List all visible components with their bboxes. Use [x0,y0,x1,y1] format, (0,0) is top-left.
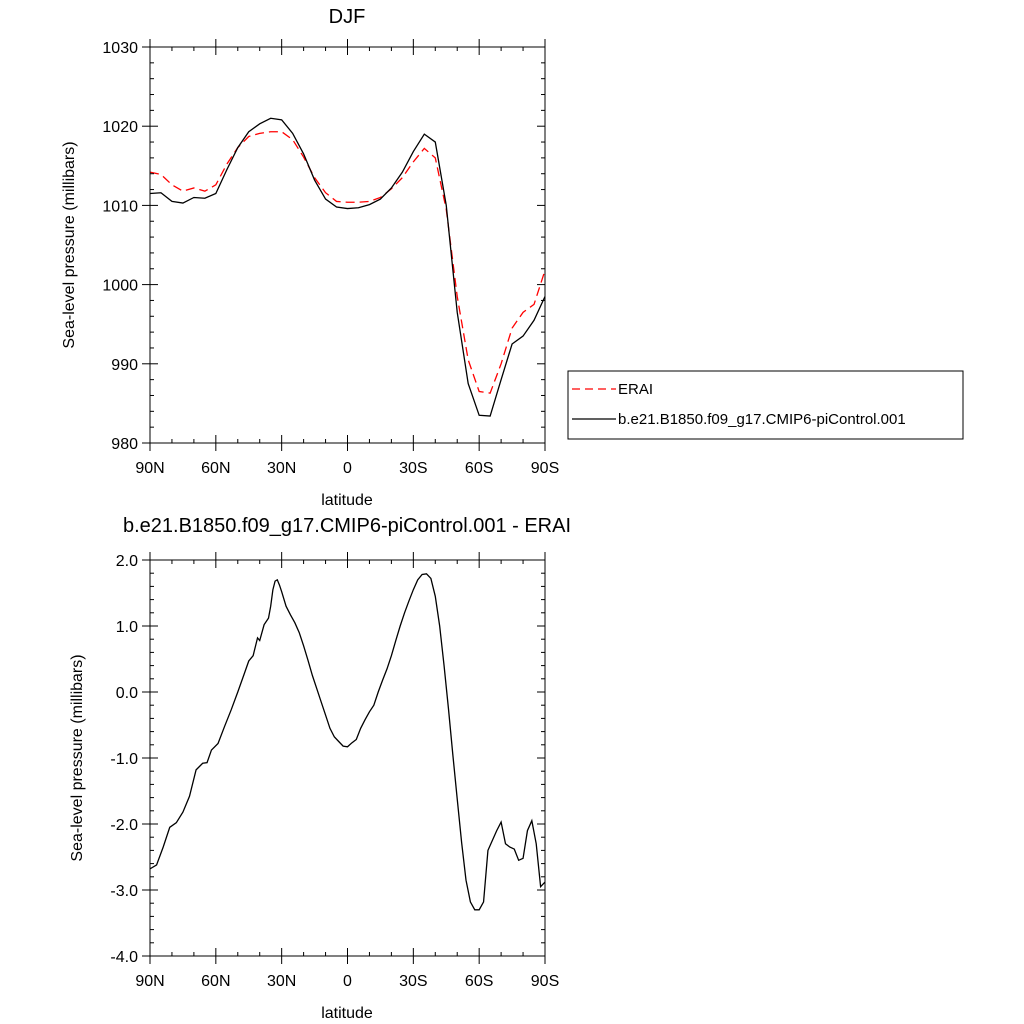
y-tick-label: 1010 [102,198,138,215]
axis-ticks [142,552,546,964]
series-line-0 [149,573,546,911]
y-tick-label: -1.0 [110,751,138,768]
y-tick-label: 1000 [102,278,138,295]
x-tick-label: 0 [343,460,352,477]
y-tick-label: 1.0 [116,619,138,636]
y-tick-label: -3.0 [110,883,138,900]
x-tick-label: 30N [267,460,296,477]
y-tick-label: 990 [111,357,138,374]
plot-lines [149,573,546,911]
x-tick-label: 60N [201,973,230,990]
y-axis-label: Sea-level pressure (millibars) [61,141,78,348]
x-axis-label: latitude [321,492,373,509]
y-tick-label: 1030 [102,40,138,57]
y-tick-label: 980 [111,436,138,453]
plot-frame [149,46,546,444]
y-tick-label: -4.0 [110,949,138,966]
x-tick-label: 30N [267,973,296,990]
series-line-1 [149,117,546,417]
x-tick-label: 90N [135,973,164,990]
bottom-panel-difference: b.e21.B1850.f09_g17.CMIP6-piControl.001 … [69,515,571,1022]
y-tick-label: 0.0 [116,685,138,702]
x-tick-label: 0 [343,973,352,990]
series-line-0 [149,131,546,394]
x-tick-label: 60S [465,460,493,477]
x-tick-label: 60S [465,973,493,990]
chart-title: b.e21.B1850.f09_g17.CMIP6-piControl.001 … [123,515,571,537]
x-tick-label: 90S [531,973,559,990]
chart-title: DJF [329,6,366,28]
y-tick-label: 1020 [102,119,138,136]
x-tick-labels: 90N 60N 30N 0 30S 60S 90S [135,973,559,990]
y-tick-label: 2.0 [116,553,138,570]
y-axis-label: Sea-level pressure (millibars) [69,654,86,861]
plot-lines [149,117,546,417]
x-tick-label: 90S [531,460,559,477]
legend-label-erai: ERAI [618,381,653,398]
axis-ticks [142,39,546,451]
y-tick-labels: -4.0 -3.0 -2.0 -1.0 0.0 1.0 2.0 [110,553,138,966]
y-tick-labels: 980 990 1000 1010 1020 1030 [102,40,138,453]
legend-label-model: b.e21.B1850.f09_g17.CMIP6-piControl.001 [618,411,906,428]
y-tick-label: -2.0 [110,817,138,834]
x-tick-label: 90N [135,460,164,477]
x-axis-label: latitude [321,1005,373,1022]
x-tick-labels: 90N 60N 30N 0 30S 60S 90S [135,460,559,477]
x-tick-label: 30S [399,460,427,477]
legend: ERAI b.e21.B1850.f09_g17.CMIP6-piControl… [567,370,964,440]
x-tick-label: 60N [201,460,230,477]
x-tick-label: 30S [399,973,427,990]
top-panel-djf: DJF 980 990 1000 1010 1020 1030 90N 60N 30N 0 30S… [61,6,964,509]
legend-box [567,370,964,440]
